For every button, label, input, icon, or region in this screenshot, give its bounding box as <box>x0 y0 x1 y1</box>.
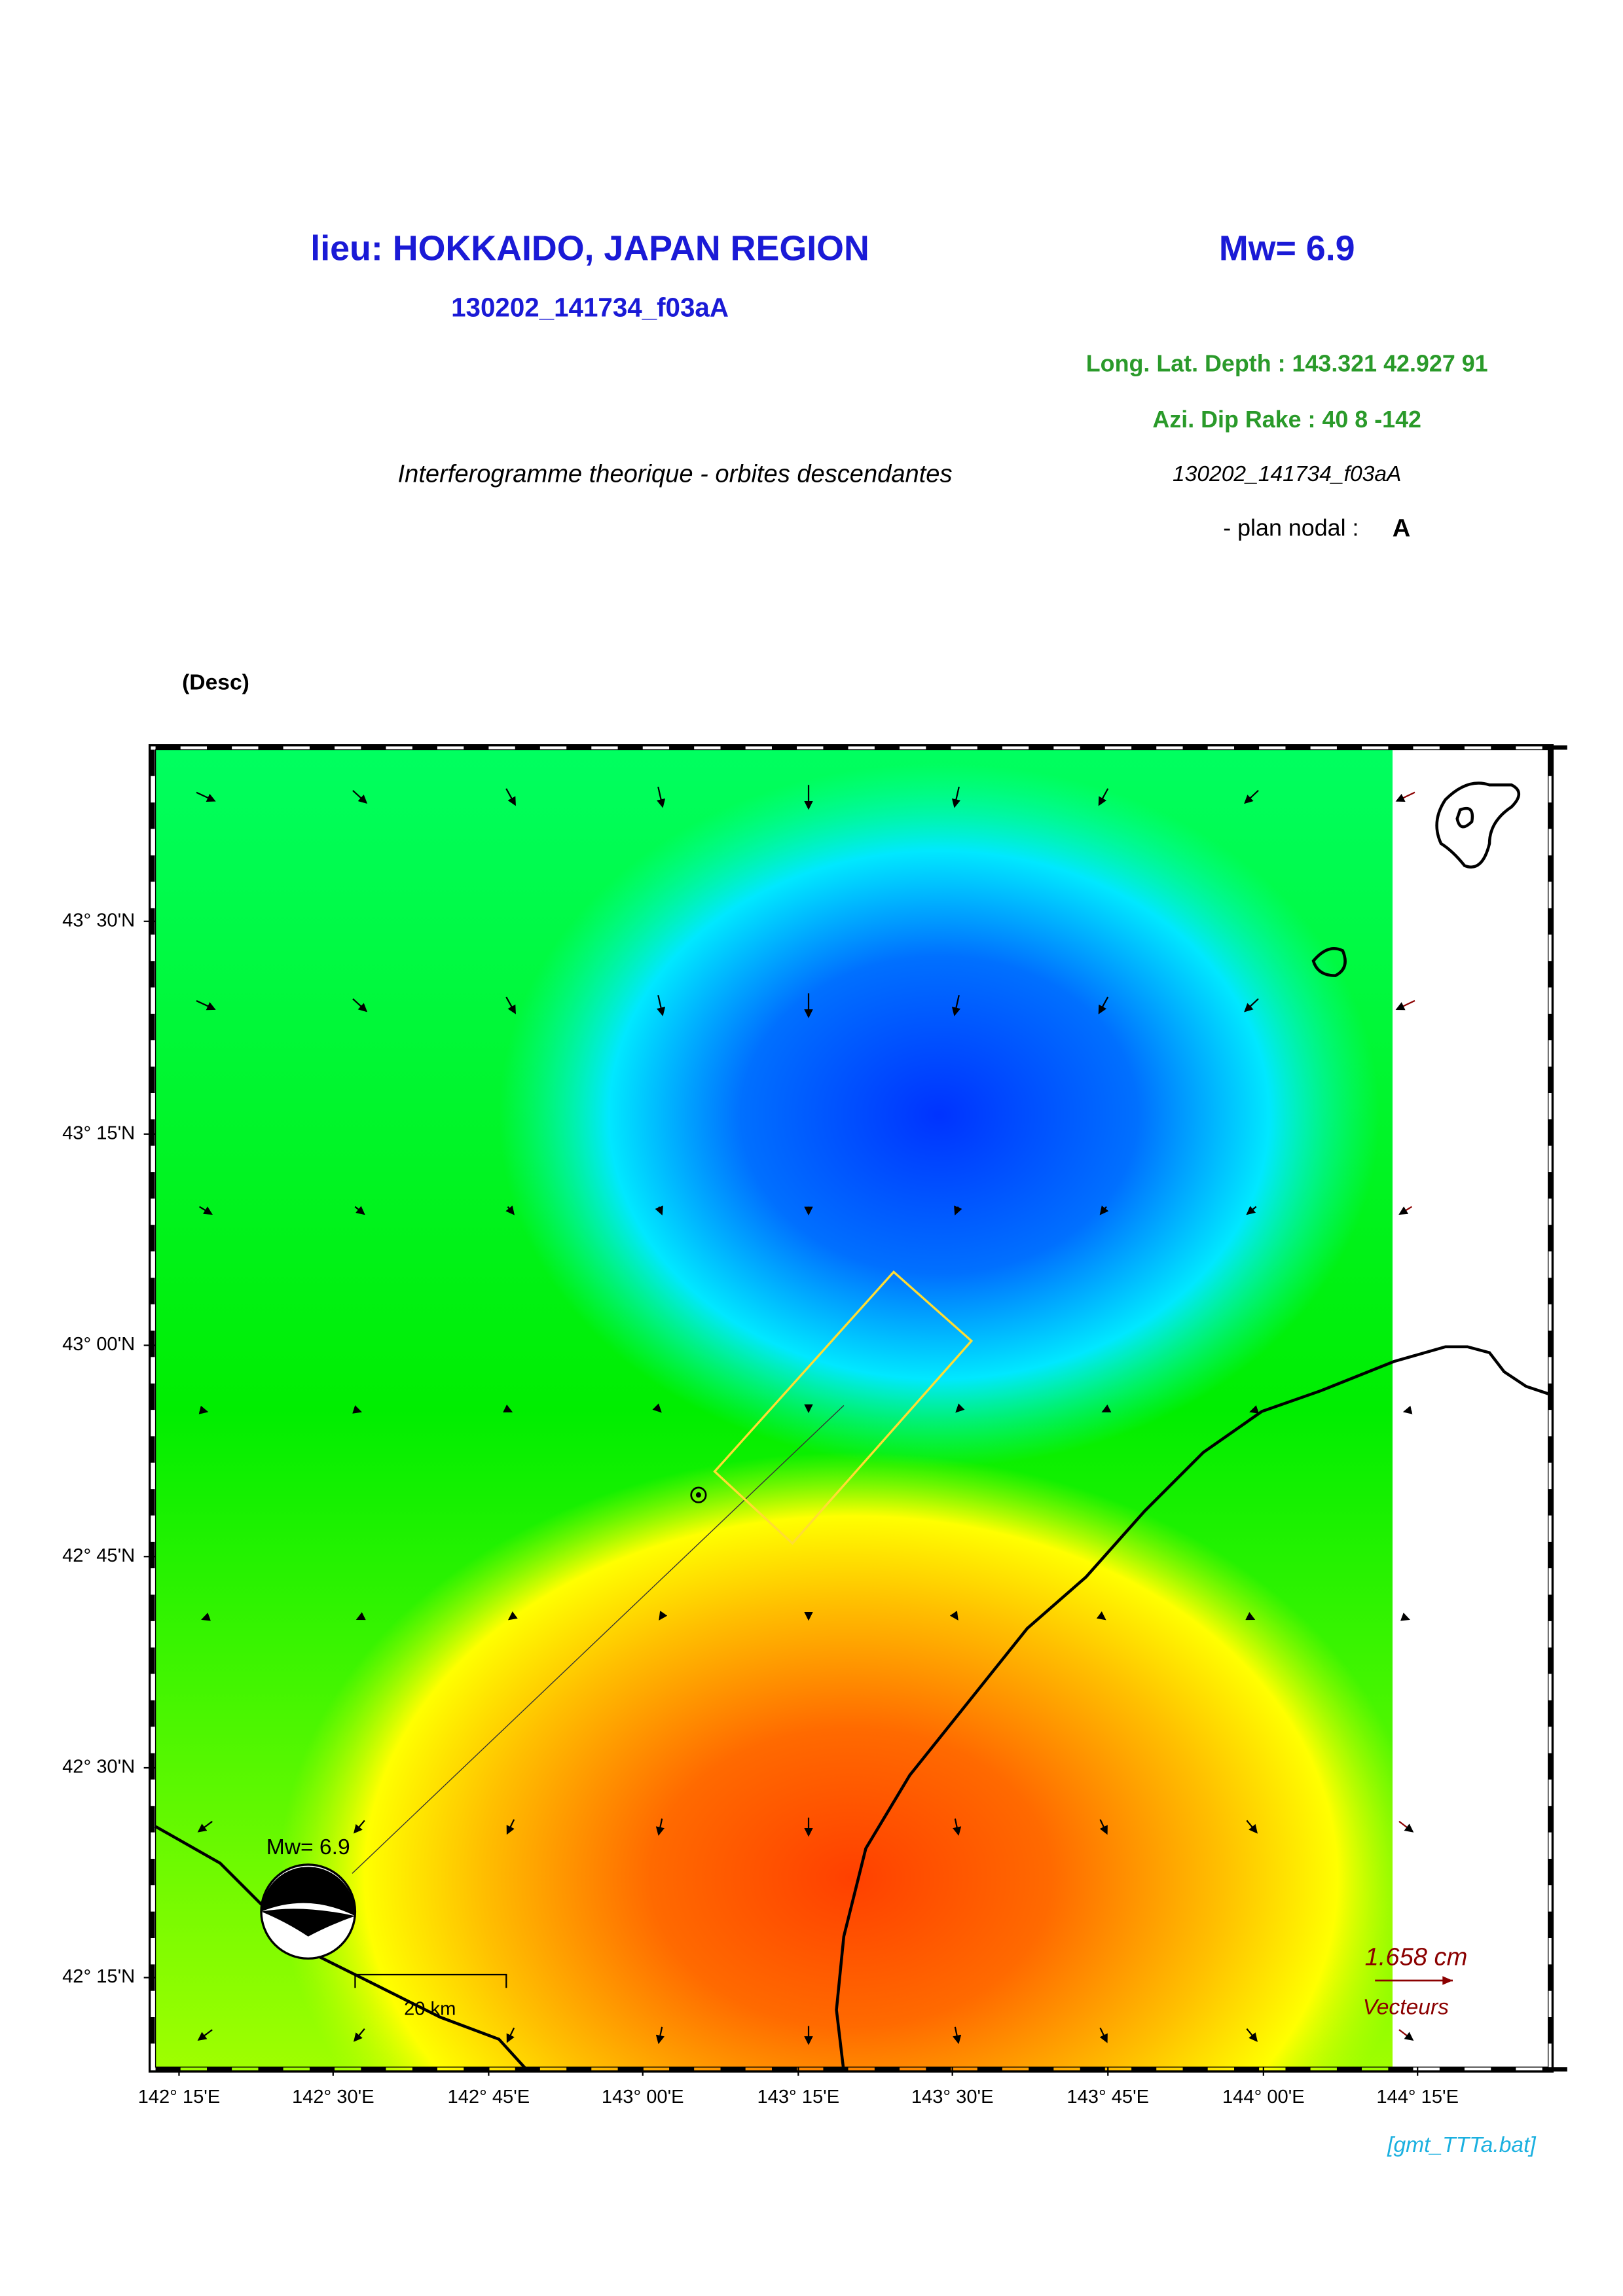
x-tick-label: 142° 30'E <box>292 2087 374 2108</box>
vector <box>199 1206 213 1215</box>
magnitude: Mw= 6.9 <box>1219 229 1355 268</box>
vector <box>655 1205 663 1215</box>
plan-label: - plan nodal : <box>1223 515 1359 541</box>
vector <box>353 2028 365 2042</box>
vector <box>954 1205 962 1215</box>
x-tick-label: 143° 00'E <box>602 2087 684 2108</box>
vector <box>505 996 516 1014</box>
epicenter <box>690 1486 707 1503</box>
vector <box>1249 1405 1259 1414</box>
fault-plane <box>713 1270 974 1545</box>
vector <box>356 1612 366 1621</box>
vector <box>201 1612 211 1621</box>
footer: [gmt_TTTa.bat] <box>1387 2133 1536 2157</box>
island <box>1435 781 1521 869</box>
beachball-label: Mw= 6.9 <box>266 1835 350 1859</box>
x-tick-label: 142° 15'E <box>138 2087 221 2108</box>
vector <box>352 998 368 1013</box>
x-tick-label: 143° 30'E <box>911 2087 994 2108</box>
vector <box>652 1403 662 1413</box>
fault-link <box>352 1405 845 1874</box>
event-id-2: 130202_141734_f03aA <box>1173 462 1402 486</box>
vector <box>198 1405 209 1414</box>
vector <box>1096 1611 1106 1621</box>
vector <box>951 995 961 1016</box>
mechanism: Azi. Dip Rake : 40 8 -142 <box>1152 406 1421 433</box>
location: Long. Lat. Depth : 143.321 42.927 91 <box>1086 351 1488 377</box>
vector <box>197 2029 213 2041</box>
vector <box>657 786 666 808</box>
vector <box>1099 2027 1108 2043</box>
vector <box>196 791 216 802</box>
vectors <box>196 785 1415 2045</box>
y-tick-label: 42° 45'N <box>62 1545 135 1566</box>
y-tick-label: 43° 30'N <box>62 910 135 931</box>
vector-label: Vecteurs <box>1363 1995 1450 2019</box>
vector <box>352 789 368 804</box>
vector <box>1402 1405 1413 1414</box>
vector <box>655 2026 665 2045</box>
vector <box>1398 1821 1414 1833</box>
vector <box>1246 1820 1258 1834</box>
vector <box>951 786 961 808</box>
y-tick-label: 42° 30'N <box>62 1757 135 1778</box>
vector <box>1244 998 1259 1013</box>
vector <box>1246 1206 1257 1215</box>
vector <box>197 1821 213 1833</box>
vector <box>352 1405 362 1414</box>
subtitle: Interferogramme theorique - orbites desc… <box>398 460 953 488</box>
vector-scale: 1.658 cm <box>1365 1943 1468 1971</box>
vector <box>503 1404 513 1412</box>
vector <box>1244 789 1259 804</box>
vector <box>1246 2028 1258 2042</box>
coastline <box>835 1345 1549 2072</box>
x-tick-label: 144° 15'E <box>1376 2087 1459 2108</box>
vector <box>196 1000 216 1011</box>
vector <box>1245 1612 1256 1621</box>
vector <box>1099 1205 1109 1215</box>
vector <box>353 1820 365 1834</box>
ticks: 142° 15'E 142° 30'E 142° 45'E 143° 00'E 143°… <box>62 745 1567 2108</box>
vector <box>1395 999 1415 1011</box>
vector <box>659 1611 668 1621</box>
y-tick-label: 42° 15'N <box>62 1966 135 1987</box>
vector <box>505 788 516 806</box>
vector <box>1101 1404 1112 1412</box>
vector <box>953 2026 962 2045</box>
title: lieu: HOKKAIDO, JAPAN REGION <box>310 229 869 268</box>
vector <box>1400 1612 1410 1621</box>
vector <box>1398 2029 1414 2041</box>
vector <box>1099 1819 1108 1835</box>
coastline <box>155 1825 530 2073</box>
vector <box>1395 791 1415 802</box>
island <box>1311 947 1347 977</box>
scale-bar <box>354 1973 507 1988</box>
vector <box>949 1611 958 1621</box>
x-tick-label: 144° 00'E <box>1222 2087 1305 2108</box>
y-tick-label: 43° 00'N <box>62 1334 135 1355</box>
plan: A <box>1393 514 1411 542</box>
vector <box>655 1818 665 1836</box>
x-tick-label: 143° 45'E <box>1067 2087 1149 2108</box>
x-tick-label: 143° 15'E <box>757 2087 839 2108</box>
vector <box>1098 788 1109 806</box>
vector <box>1098 996 1109 1014</box>
event-id: 130202_141734_f03aA <box>451 293 729 323</box>
vector <box>953 1818 962 1836</box>
vector <box>505 1205 515 1215</box>
vector <box>506 1819 515 1835</box>
y-tick-label: 43° 15'N <box>62 1122 135 1143</box>
x-tick-label: 142° 45'E <box>448 2087 530 2108</box>
vector <box>507 1611 518 1621</box>
vector <box>1398 1206 1412 1215</box>
vector <box>506 2027 515 2043</box>
scale-bar-label: 20 km <box>404 1999 456 2020</box>
vector <box>657 995 666 1016</box>
field <box>155 749 1393 2072</box>
vector <box>354 1206 365 1215</box>
panel-label: (Desc) <box>182 670 249 694</box>
